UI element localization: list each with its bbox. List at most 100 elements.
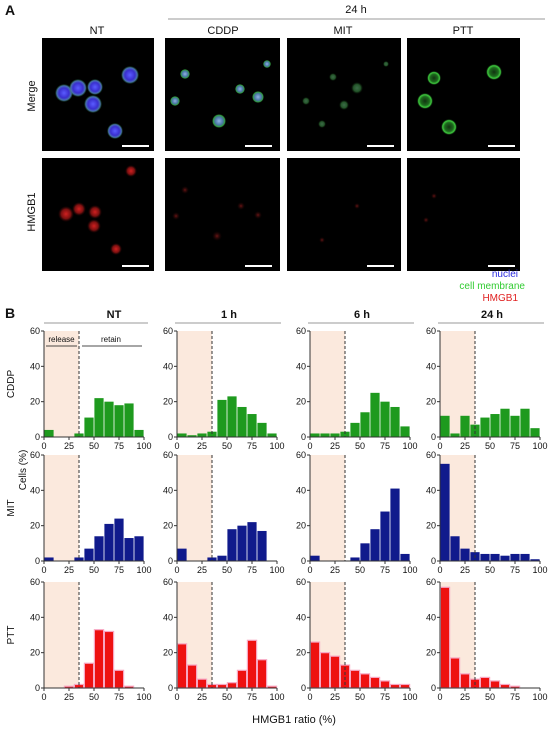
release-region [310,455,345,561]
x-tick-label: 50 [485,441,495,451]
bar [489,680,501,689]
release-region [310,331,345,437]
bar [449,657,461,689]
legend-hmgb1: HMGB1 [482,293,518,304]
bar [470,424,480,437]
x-tick-label: 0 [437,692,442,702]
release-region [44,455,79,561]
col-title-ptt: PTT [453,25,474,37]
bar [510,553,520,561]
x-tick-label: 50 [89,441,99,451]
bar [380,511,390,561]
x-tick-label: 100 [532,692,547,702]
release-region [177,455,212,561]
image-merge-ptt [407,38,520,151]
bar [177,548,187,561]
y-tick-label: 40 [163,612,173,622]
bar [460,548,470,561]
x-tick-label: 100 [532,441,547,451]
x-tick-label: 25 [460,692,470,702]
legend-nuclei: nuclei [492,269,518,280]
bar [310,433,320,437]
x-tick-label: 100 [136,692,151,702]
column-title-6-h: 6 h [354,309,370,321]
x-tick-label: 50 [485,692,495,702]
x-tick-label: 0 [437,441,442,451]
release-region [177,331,212,437]
y-tick-label: 0 [168,432,173,442]
x-tick-label: 25 [64,565,74,575]
bar [450,433,460,437]
x-tick-label: 0 [41,441,46,451]
bar [400,426,410,437]
y-tick-label: 60 [296,577,306,587]
image-merge-nt [42,38,154,151]
x-tick-label: 100 [532,565,547,575]
image-merge-cddp [165,38,280,151]
bar [186,664,198,689]
bar [207,431,217,437]
bar [399,683,411,689]
y-tick-label: 20 [30,521,40,531]
x-tick-label: 100 [402,441,417,451]
x-tick-label: 100 [136,441,151,451]
x-tick-label: 0 [41,565,46,575]
bar [479,676,491,689]
row-title-merge: Merge [26,80,38,111]
y-axis-label: Cells (%) [18,450,29,491]
retain-label: retain [101,335,121,344]
x-tick-label: 0 [174,565,179,575]
bar [390,406,400,437]
bar [44,557,54,561]
x-tick-label: 50 [89,692,99,702]
y-tick-label: 20 [30,648,40,658]
x-tick-label: 50 [485,565,495,575]
x-tick-label: 50 [355,565,365,575]
x-tick-label: 50 [89,565,99,575]
x-tick-label: 75 [114,692,124,702]
y-tick-label: 20 [426,648,436,658]
y-tick-label: 20 [296,648,306,658]
x-tick-label: 0 [174,692,179,702]
x-tick-label: 75 [510,692,520,702]
bar [267,433,277,437]
y-tick-label: 0 [431,556,436,566]
panel-a-letter: A [5,2,15,18]
x-tick-label: 25 [197,441,207,451]
bar [530,428,540,437]
bar [237,406,247,437]
y-tick-label: 60 [426,450,436,460]
x-axis-label: HMGB1 ratio (%) [252,714,336,726]
bar [247,414,257,437]
x-tick-label: 25 [330,565,340,575]
bar [349,669,361,689]
col-title-mit: MIT [334,25,353,37]
y-tick-label: 40 [296,485,306,495]
histogram-ptt-6-h: 0 20 40 60 0 25 50 75 100 [296,577,418,702]
x-tick-label: 50 [222,692,232,702]
x-tick-label: 75 [114,565,124,575]
y-tick-label: 60 [30,450,40,460]
release-region [44,331,79,437]
y-tick-label: 0 [168,683,173,693]
histogram-cddp-24-h: 0 20 40 60 0 25 50 75 100 [426,326,548,451]
y-tick-label: 40 [426,612,436,622]
bar [257,530,267,561]
y-tick-label: 20 [426,397,436,407]
x-tick-label: 25 [330,692,340,702]
y-tick-label: 40 [296,612,306,622]
y-tick-label: 40 [296,361,306,371]
panel-b-letter: B [5,305,15,321]
bar [113,669,125,689]
bar [330,433,340,437]
y-tick-label: 20 [426,521,436,531]
y-tick-label: 60 [296,326,306,336]
column-title-1-h: 1 h [221,309,237,321]
y-tick-label: 40 [163,361,173,371]
x-tick-label: 50 [222,565,232,575]
bar [84,417,94,437]
bar [520,553,530,561]
bar [103,630,115,689]
bar [217,555,227,561]
